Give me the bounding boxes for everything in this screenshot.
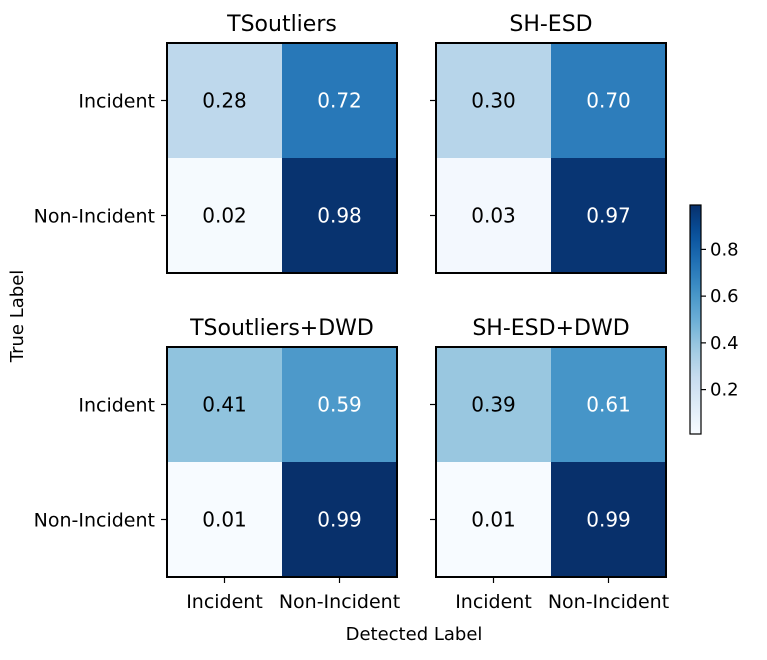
x-axis-label: Detected Label [346, 624, 483, 645]
heatmap-cell [167, 462, 282, 577]
cell-value-label: 0.03 [471, 204, 516, 228]
heatmap-cell [436, 43, 551, 158]
y-tick-label: Non-Incident [34, 206, 155, 228]
heatmap-cell [282, 462, 397, 577]
colorbar-tick-label: 0.2 [710, 380, 739, 401]
cell-value-label: 0.98 [317, 204, 362, 228]
panel-title: TSoutliers+DWD [189, 316, 374, 341]
heatmap-cell [436, 347, 551, 462]
heatmap-cell [551, 43, 666, 158]
heatmap-cell [167, 43, 282, 158]
panel-title: SH-ESD [509, 12, 592, 37]
y-tick-label: Incident [78, 395, 155, 417]
cell-value-label: 0.41 [202, 393, 247, 417]
panel-1: 0.28 0.72 0.02 0.98 TSoutliers Incident Non-In… [34, 12, 398, 274]
colorbar-tick-label: 0.4 [710, 333, 739, 354]
x-tick-label: Incident [455, 591, 532, 613]
cell-value-label: 0.99 [317, 508, 362, 532]
cell-value-label: 0.02 [202, 204, 247, 228]
x-tick-label: Incident [186, 591, 263, 613]
y-tick-label: Non-Incident [34, 510, 155, 532]
heatmap-cell [167, 158, 282, 273]
heatmap-cell [551, 347, 666, 462]
heatmap-cell [282, 43, 397, 158]
cell-value-label: 0.30 [471, 89, 516, 113]
x-tick-label: Non-Incident [548, 591, 669, 613]
colorbar-tick-label: 0.6 [710, 286, 739, 307]
cell-value-label: 0.39 [471, 393, 516, 417]
panel-frame [166, 346, 398, 578]
cell-value-label: 0.97 [586, 204, 631, 228]
heatmap-cell [282, 347, 397, 462]
colorbar: 0.2 0.4 0.6 0.8 [689, 204, 739, 435]
heatmap-cell [167, 347, 282, 462]
panel-2: 0.30 0.70 0.03 0.97 SH-ESD [430, 12, 667, 274]
panel-title: TSoutliers [226, 12, 337, 37]
panel-frame [166, 42, 398, 274]
cell-value-label: 0.72 [317, 89, 362, 113]
cell-value-label: 0.59 [317, 393, 362, 417]
x-tick-label: Non-Incident [279, 591, 400, 613]
cell-value-label: 0.61 [586, 393, 631, 417]
cell-value-label: 0.01 [471, 508, 516, 532]
panel-4: 0.39 0.61 0.01 0.99 SH-ESD+DWD Incident Non-In… [430, 316, 669, 613]
panel-title: SH-ESD+DWD [472, 316, 629, 341]
heatmap-cell [551, 462, 666, 577]
cell-value-label: 0.70 [586, 89, 631, 113]
colorbar-gradient [689, 204, 702, 435]
cell-value-label: 0.01 [202, 508, 247, 532]
colorbar-tick-label: 0.8 [710, 239, 739, 260]
cell-value-label: 0.99 [586, 508, 631, 532]
y-tick-label: Incident [78, 91, 155, 113]
panel-frame [435, 42, 667, 274]
y-axis-label: True Label [7, 270, 28, 364]
panels: 0.28 0.72 0.02 0.98 TSoutliers Incident Non-In… [34, 12, 670, 613]
panel-3: 0.41 0.59 0.01 0.99 TSoutliers+DWD Incident No… [34, 316, 401, 613]
heatmap-cell [551, 158, 666, 273]
panel-frame [435, 346, 667, 578]
heatmap-cell [436, 462, 551, 577]
heatmap-cell [282, 158, 397, 273]
heatmap-cell [436, 158, 551, 273]
cell-value-label: 0.28 [202, 89, 247, 113]
